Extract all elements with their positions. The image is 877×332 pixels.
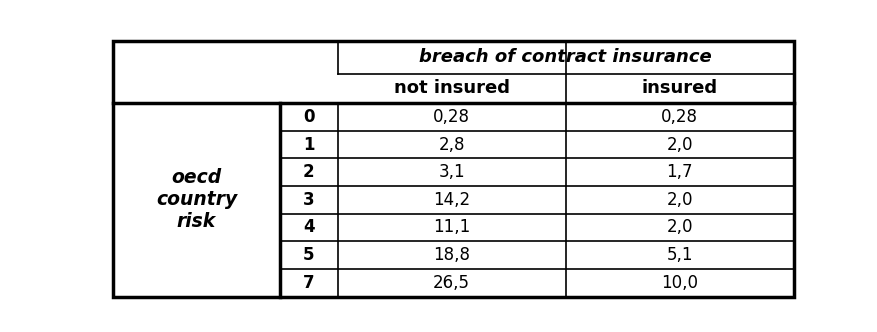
Text: 2: 2 [303, 163, 314, 181]
Text: not insured: not insured [393, 79, 509, 97]
Text: 14,2: 14,2 [432, 191, 470, 209]
Text: 1,7: 1,7 [666, 163, 692, 181]
Text: 5: 5 [303, 246, 314, 264]
Text: 0,28: 0,28 [660, 108, 697, 126]
Text: 7: 7 [303, 274, 314, 292]
Text: 1: 1 [303, 136, 314, 154]
Text: 3: 3 [303, 191, 314, 209]
Text: 3,1: 3,1 [438, 163, 465, 181]
Text: 5,1: 5,1 [666, 246, 692, 264]
Text: 2,0: 2,0 [666, 191, 692, 209]
Text: oecd
country
risk: oecd country risk [156, 168, 237, 231]
Text: 2,0: 2,0 [666, 136, 692, 154]
Text: 10,0: 10,0 [660, 274, 697, 292]
Text: 0: 0 [303, 108, 314, 126]
Text: 2,8: 2,8 [438, 136, 465, 154]
Text: 0,28: 0,28 [432, 108, 470, 126]
Text: 11,1: 11,1 [432, 218, 470, 236]
Text: 4: 4 [303, 218, 314, 236]
Text: insured: insured [641, 79, 717, 97]
Text: breach of contract insurance: breach of contract insurance [419, 48, 711, 66]
Text: 2,0: 2,0 [666, 218, 692, 236]
Text: 26,5: 26,5 [432, 274, 470, 292]
Text: 18,8: 18,8 [432, 246, 470, 264]
